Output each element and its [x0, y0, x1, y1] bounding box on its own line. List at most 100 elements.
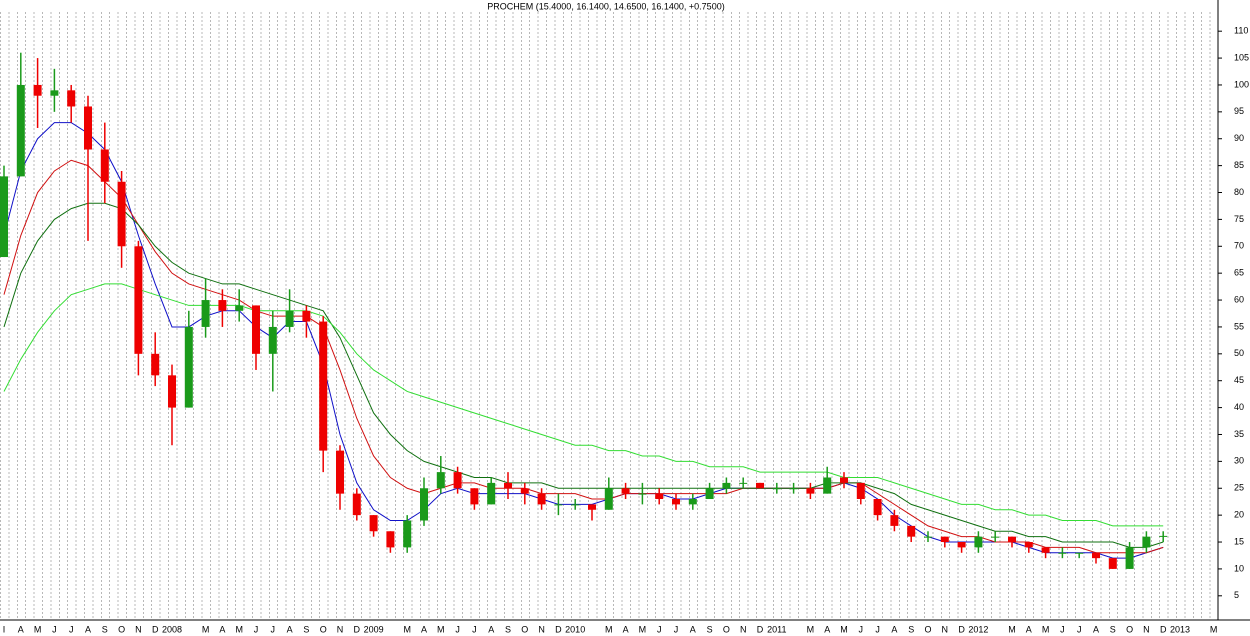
y-tick-label: 5: [1234, 590, 1239, 600]
y-tick-label: 105: [1234, 52, 1249, 62]
x-tick-label: N: [942, 624, 949, 634]
moving-average-line: [3, 122, 1164, 559]
x-tick-label: O: [1126, 624, 1133, 634]
x-tick-label: M: [403, 624, 411, 634]
x-tick-label: M: [235, 624, 243, 634]
x-tick-label: A: [18, 624, 24, 634]
candle-body: [1041, 547, 1050, 553]
candle-body: [352, 493, 361, 516]
x-tick-label: N: [135, 624, 142, 634]
x-tick-label: M: [605, 624, 613, 634]
candle-body: [319, 321, 328, 451]
candle-body: [252, 305, 260, 354]
x-tick-label: 2012: [968, 624, 988, 634]
candle-body: [336, 450, 344, 494]
x-tick-label: N: [1143, 624, 1150, 634]
y-tick-label: 100: [1234, 79, 1249, 89]
x-tick-label: M: [202, 624, 210, 634]
y-tick-label: 10: [1234, 563, 1244, 573]
y-tick-label: 55: [1234, 321, 1244, 331]
x-tick-label: D: [152, 624, 159, 634]
chart-title: PROCHEM (15.4000, 16.1400, 14.6500, 16.1…: [487, 1, 724, 11]
y-tick-label: 65: [1234, 268, 1244, 278]
x-tick-label: J: [472, 624, 477, 634]
candle-body: [1008, 536, 1016, 543]
x-tick-label: M: [1210, 624, 1218, 634]
x-tick-label: A: [891, 624, 897, 634]
candle-body: [134, 246, 143, 354]
candle-body: [1058, 552, 1067, 554]
candle-body: [655, 493, 664, 500]
x-tick-label: S: [505, 624, 511, 634]
y-tick-label: 45: [1234, 375, 1244, 385]
x-tick-label: J: [455, 624, 460, 634]
moving-average-line: [3, 159, 1164, 554]
candle-body: [285, 310, 294, 327]
candle-body: [201, 300, 210, 327]
candle-body: [789, 488, 798, 490]
x-tick-label: A: [690, 624, 696, 634]
candle-body: [184, 326, 193, 408]
y-tick-label: 50: [1234, 348, 1244, 358]
candle-body: [588, 504, 596, 510]
candle-body: [268, 326, 277, 354]
x-tick-label: A: [287, 624, 293, 634]
candle-body: [1142, 536, 1151, 548]
y-tick-label: 85: [1234, 160, 1244, 170]
candle-body: [33, 84, 42, 96]
candle-body: [722, 482, 731, 489]
candle-body: [638, 493, 647, 495]
x-tick-label: 2009: [364, 624, 384, 634]
candle-body: [1075, 552, 1084, 554]
candle-body: [470, 488, 479, 505]
x-tick-label: N: [740, 624, 747, 634]
x-tick-label: A: [623, 624, 629, 634]
candle-body: [840, 477, 848, 483]
x-tick-label: M: [807, 624, 815, 634]
x-tick-label: A: [488, 624, 494, 634]
moving-average-line: [3, 202, 1164, 548]
y-tick-label: 40: [1234, 402, 1244, 412]
candle-body: [571, 504, 580, 506]
y-tick-label: 35: [1234, 429, 1244, 439]
x-tick-label: M: [1042, 624, 1050, 634]
candle-body: [1159, 535, 1168, 537]
x-tick-label: S: [908, 624, 914, 634]
x-tick-label: 2013: [1170, 624, 1190, 634]
candle-body: [420, 488, 428, 521]
y-tick-label: 95: [1234, 106, 1244, 116]
candle-body: [823, 477, 832, 494]
x-tick-label: O: [118, 624, 125, 634]
candle-body: [672, 499, 680, 505]
candle-body: [974, 536, 983, 548]
y-tick-label: 90: [1234, 133, 1244, 143]
candle-body: [1108, 558, 1117, 569]
x-tick-label: S: [102, 624, 108, 634]
candle-body: [688, 499, 697, 505]
x-tick-label: M: [437, 624, 445, 634]
x-tick-label: N: [337, 624, 344, 634]
candle-body: [604, 488, 613, 510]
y-tick-label: 15: [1234, 536, 1244, 546]
candle-body: [739, 482, 748, 484]
candle-body: [84, 106, 92, 150]
candle-body: [50, 90, 59, 96]
candle-body: [537, 493, 546, 505]
candle-body: [117, 181, 126, 247]
x-tick-label: A: [219, 624, 225, 634]
x-tick-label: J: [52, 624, 57, 634]
x-tick-label: J: [1060, 624, 1065, 634]
candle-body: [67, 90, 76, 107]
x-tick-label: D: [354, 624, 361, 634]
x-tick-label: A: [824, 624, 830, 634]
candle-body: [0, 176, 8, 258]
y-tick-label: 25: [1234, 483, 1244, 493]
y-tick-label: 80: [1234, 187, 1244, 197]
candle-body: [873, 499, 882, 516]
candle-body: [403, 520, 412, 548]
candle-body: [856, 482, 865, 500]
x-tick-label: 2008: [162, 624, 182, 634]
x-tick-label: D: [555, 624, 562, 634]
